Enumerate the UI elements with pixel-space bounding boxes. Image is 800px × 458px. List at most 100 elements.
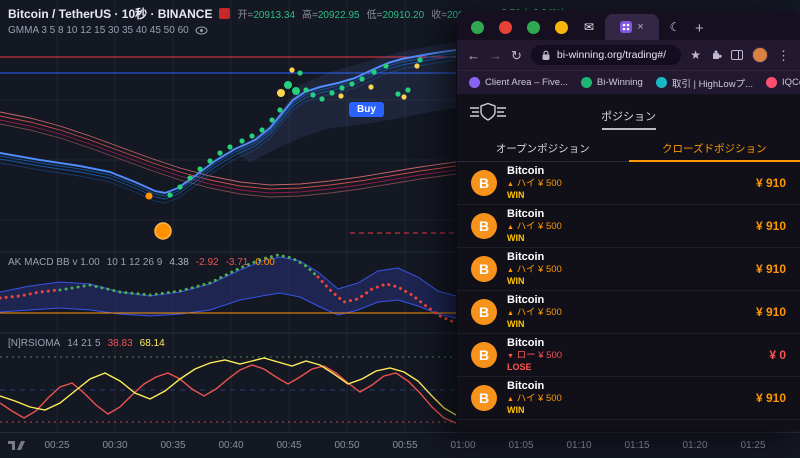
active-tab-biwinning[interactable]: × — [605, 14, 659, 40]
tab-closed-positions[interactable]: クローズドポジション — [628, 136, 800, 162]
visibility-icon[interactable] — [195, 26, 208, 35]
macd-legend: AK MACD BB v 1.00 10 1 12 26 9 4.38 -2.92 … — [8, 257, 275, 268]
gmma-legend: GMMA 3 5 8 10 12 15 30 35 40 45 50 60 — [8, 25, 208, 36]
time-axis[interactable]: 00:25 00:30 00:35 00:40 00:45 00:50 00:5… — [0, 432, 800, 458]
time-label: 01:20 — [682, 440, 708, 451]
pinned-tab-4[interactable] — [549, 14, 573, 40]
bitcoin-icon: B — [471, 384, 497, 411]
rsioma-line-yellow — [0, 357, 456, 416]
price-line — [0, 49, 456, 194]
time-label: 00:30 — [102, 440, 128, 451]
moon-icon: ☾ — [669, 20, 681, 34]
asset-name: Bitcoin — [507, 380, 545, 393]
rsioma-line-red — [0, 364, 456, 424]
bookmarks-bar: Client Area – Five... Bi-Winning 取引 | Hi… — [457, 70, 800, 94]
pinned-tab-3[interactable] — [521, 14, 545, 40]
tab-favicon — [554, 20, 568, 34]
bitcoin-icon: B — [471, 212, 497, 239]
profile-avatar[interactable] — [752, 47, 768, 63]
open-value: 20913.34 — [253, 10, 296, 21]
payout-amount: ¥ 910 — [755, 262, 786, 276]
bookmark-item[interactable]: Client Area – Five... — [469, 77, 568, 88]
up-arrow-icon: ▲ — [507, 395, 514, 403]
bookmark-favicon — [469, 77, 480, 88]
bookmark-item[interactable]: IQCent — [765, 77, 800, 88]
asset-name: Bitcoin — [507, 294, 545, 307]
position-row[interactable]: B Bitcoin ▼ ロー ¥ 500 LOSE ¥ 0 — [457, 334, 800, 377]
browser-menu-icon[interactable]: ⋮ — [777, 47, 790, 63]
asset-name: Bitcoin — [507, 165, 545, 178]
url-text: bi-winning.org/trading#/ — [556, 49, 667, 61]
trade-direction: ▲ ハイ ¥ 500 — [507, 263, 562, 275]
down-arrow-icon: ▼ — [507, 352, 514, 360]
trade-result: WIN — [507, 318, 525, 329]
trade-direction: ▲ ハイ ¥ 500 — [507, 177, 562, 189]
gmma-long-ribbon — [0, 111, 456, 198]
time-label: 00:40 — [218, 440, 244, 451]
trade-direction: ▲ ハイ ¥ 500 — [507, 392, 562, 404]
time-label: 00:55 — [392, 440, 418, 451]
entry-dot-orange — [145, 192, 153, 200]
bookmark-star-icon[interactable]: ★ — [690, 48, 701, 62]
position-row[interactable]: B Bitcoin ▲ ハイ ¥ 500 WIN ¥ 910 — [457, 291, 800, 334]
payout-amount: ¥ 0 — [769, 348, 786, 362]
tab-open-positions[interactable]: オープンポジション — [495, 143, 590, 155]
bookmark-favicon — [655, 77, 667, 88]
pinned-tab-2[interactable] — [493, 14, 517, 40]
macd-bb-lower — [0, 292, 456, 319]
bitcoin-icon: B — [471, 341, 497, 368]
trade-direction: ▼ ロー ¥ 500 — [507, 349, 563, 361]
biwinning-favicon — [620, 21, 633, 33]
asset-name: Bitcoin — [507, 337, 545, 350]
position-row[interactable]: B Bitcoin ▲ ハイ ¥ 500 WIN ¥ 910 — [457, 205, 800, 248]
tab-favicon — [498, 20, 512, 34]
extensions-puzzle-icon[interactable] — [710, 49, 722, 61]
rsioma-legend: [N]RSIOMA 14 21 5 38.83 68.14 — [8, 338, 165, 349]
position-row[interactable]: B Bitcoin ▲ ハイ ¥ 500 WIN ¥ 910 — [457, 248, 800, 291]
forward-icon[interactable]: → — [489, 47, 502, 63]
position-row[interactable]: B Bitcoin ▲ ハイ ¥ 500 WIN ¥ 910 — [457, 377, 800, 420]
tab-favicon — [470, 20, 484, 34]
new-tab-button[interactable]: + — [695, 20, 704, 37]
tradingview-logo[interactable] — [8, 437, 26, 450]
address-bar[interactable]: bi-winning.org/trading#/ — [530, 45, 682, 65]
up-arrow-icon: ▲ — [507, 266, 514, 274]
positions-list: B Bitcoin ▲ ハイ ¥ 500 WIN ¥ 910 B Bitcoin — [457, 162, 800, 430]
bookmark-item[interactable]: Bi-Winning — [580, 77, 643, 88]
bookmark-item[interactable]: 取引 | HighLowプ... — [655, 76, 753, 90]
time-label: 01:05 — [508, 440, 534, 451]
macd-dots-green — [58, 253, 320, 297]
entry-marker-orange — [154, 222, 172, 240]
lock-icon — [542, 50, 550, 60]
back-icon[interactable]: ← — [467, 47, 480, 63]
close-tab-icon[interactable]: × — [637, 20, 644, 33]
up-arrow-icon: ▲ — [507, 309, 514, 317]
macd-bb-fill — [0, 257, 456, 318]
trade-result: WIN — [507, 275, 525, 286]
bollinger-cloud — [235, 42, 456, 163]
chart-canvas[interactable] — [0, 0, 456, 432]
header-underline — [601, 128, 656, 130]
pinned-tab-darkmode[interactable]: ☾ — [663, 14, 687, 40]
trade-result: WIN — [507, 404, 525, 415]
time-label: 01:25 — [740, 440, 766, 451]
low-value: 20910.20 — [382, 10, 425, 21]
signal-dots-green — [167, 57, 423, 198]
asset-name: Bitcoin — [507, 208, 545, 221]
side-panel-icon[interactable] — [731, 49, 743, 61]
position-row[interactable]: B Bitcoin ▲ ハイ ¥ 500 WIN ¥ 910 — [457, 162, 800, 205]
reload-icon[interactable]: ↻ — [511, 47, 522, 63]
trade-direction: ▲ ハイ ¥ 500 — [507, 220, 562, 232]
bitcoin-icon: B — [471, 255, 497, 282]
payout-amount: ¥ 910 — [755, 305, 786, 319]
pinned-tab-1[interactable] — [465, 14, 489, 40]
browser-toolbar: ← → ↻ bi-winning.org/trading#/ ★ ⋮ — [457, 40, 800, 70]
symbol-marker-icon — [219, 8, 231, 19]
positions-tabs: オープンポジション クローズドポジション — [457, 136, 800, 162]
pinned-tab-mail[interactable]: ✉ — [577, 14, 601, 40]
biwinning-page: ポジション オープンポジション クローズドポジション B Bitcoin ▲ ハ… — [457, 94, 800, 430]
biwinning-logo — [470, 102, 506, 121]
asset-name: Bitcoin — [507, 251, 545, 264]
browser-window: ✉ × ☾ + ← → ↻ bi-winning.org/tr — [457, 10, 800, 430]
